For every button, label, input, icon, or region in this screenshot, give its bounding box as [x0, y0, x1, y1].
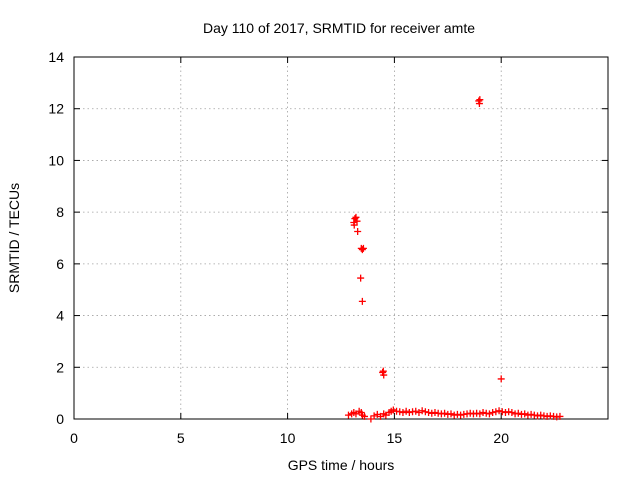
- ticks: 0 5 10 15 20 0 2 4 6 8 10 12 14: [48, 49, 608, 446]
- data-point: [534, 412, 542, 420]
- data-point: [514, 409, 522, 417]
- y-tick-label: 8: [56, 204, 64, 220]
- data-point: [352, 213, 360, 221]
- data-point: [498, 408, 506, 416]
- data-point: [428, 409, 436, 417]
- data-point: [359, 244, 367, 252]
- data-point: [447, 410, 455, 418]
- data-point: [537, 411, 545, 419]
- data-points: [344, 96, 564, 423]
- grid: [74, 57, 608, 419]
- x-tick-label: 0: [70, 430, 78, 446]
- data-point: [399, 409, 407, 417]
- data-point: [431, 409, 439, 417]
- data-point: [402, 407, 410, 415]
- data-point: [396, 408, 404, 416]
- data-point: [425, 409, 433, 417]
- y-tick-label: 0: [56, 411, 64, 427]
- data-point: [556, 412, 564, 420]
- data-point: [453, 410, 461, 418]
- data-point: [476, 96, 484, 104]
- y-tick-label: 12: [48, 101, 64, 117]
- y-tick-label: 10: [48, 152, 64, 168]
- data-point: [508, 409, 516, 417]
- data-point: [450, 411, 458, 419]
- x-tick-label: 20: [493, 430, 509, 446]
- data-point: [485, 410, 493, 418]
- data-point: [367, 415, 375, 423]
- y-tick-label: 14: [48, 49, 64, 65]
- y-tick-label: 2: [56, 359, 64, 375]
- x-axis-label: GPS time / hours: [288, 457, 395, 473]
- data-point: [521, 410, 529, 418]
- y-tick-label: 6: [56, 256, 64, 272]
- data-point: [476, 410, 484, 418]
- data-point: [357, 274, 365, 282]
- data-point: [358, 246, 366, 254]
- data-point: [501, 409, 509, 417]
- data-point: [354, 228, 362, 236]
- data-point: [441, 409, 449, 417]
- chart-title: Day 110 of 2017, SRMTID for receiver amt…: [203, 20, 475, 36]
- data-point: [479, 409, 487, 417]
- data-point: [492, 408, 500, 416]
- data-point: [524, 411, 532, 419]
- data-point: [497, 375, 505, 383]
- data-point: [418, 407, 426, 415]
- y-tick-label: 4: [56, 308, 64, 324]
- data-point: [405, 409, 413, 417]
- data-point: [360, 412, 368, 420]
- data-point: [457, 411, 465, 419]
- data-point: [412, 407, 420, 415]
- data-point: [379, 367, 387, 375]
- data-point: [421, 408, 429, 416]
- data-point: [353, 217, 361, 225]
- x-tick-label: 15: [387, 430, 403, 446]
- x-tick-label: 5: [177, 430, 185, 446]
- data-point: [370, 412, 378, 420]
- data-point: [344, 411, 352, 419]
- y-axis-label: SRMTID / TECUs: [6, 183, 22, 293]
- data-point: [489, 409, 497, 417]
- data-point: [505, 408, 513, 416]
- data-point: [350, 221, 358, 229]
- data-point: [527, 410, 535, 418]
- data-point: [530, 411, 538, 419]
- data-point: [389, 406, 397, 414]
- data-point: [358, 297, 366, 305]
- data-point: [495, 407, 503, 415]
- x-tick-label: 10: [280, 430, 296, 446]
- plot-frame: [73, 56, 609, 420]
